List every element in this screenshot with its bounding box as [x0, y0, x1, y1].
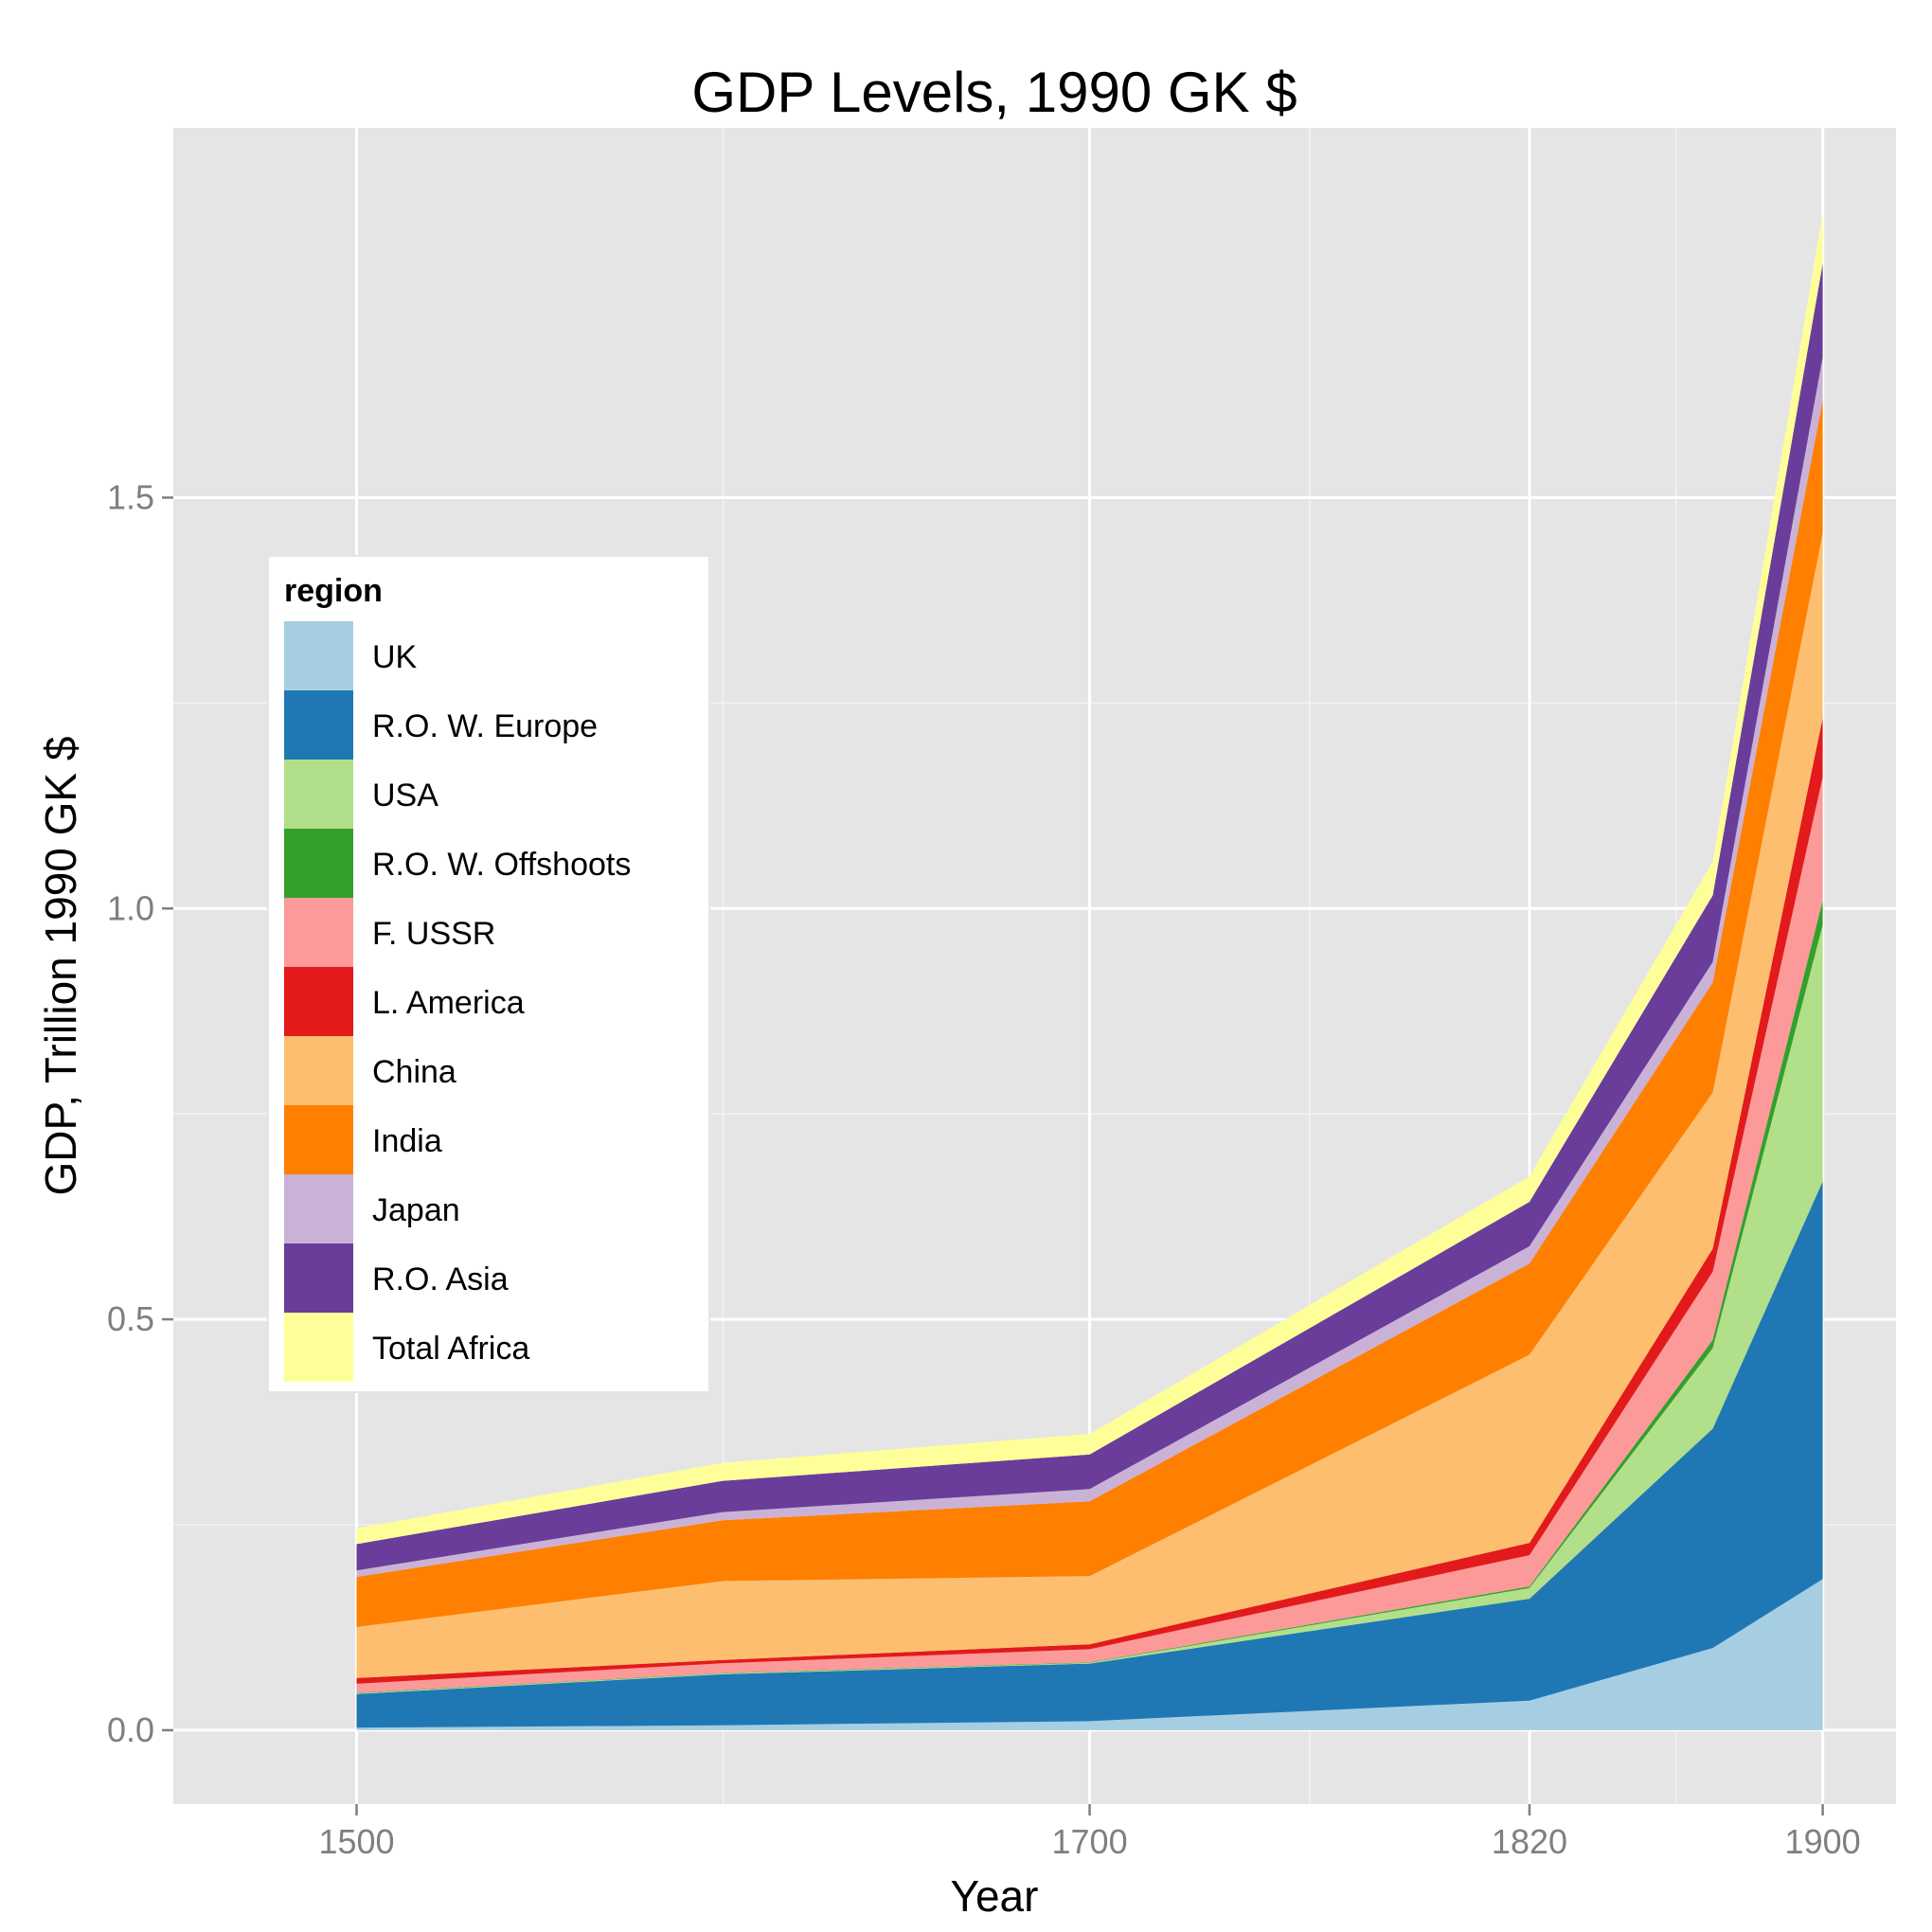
legend-title: region [284, 573, 383, 609]
legend-label: F. USSR [372, 916, 495, 952]
x-tick-label: 1900 [1785, 1822, 1861, 1861]
y-tick-label: 0.0 [107, 1710, 154, 1749]
legend-label: India [372, 1123, 442, 1159]
legend-key [284, 621, 353, 690]
legend-label: UK [372, 639, 418, 675]
legend-label: L. America [372, 985, 525, 1021]
legend-label: R.O. W. Europe [372, 708, 598, 744]
legend-key [284, 898, 353, 967]
legend: region UK R.O. W. Europe USA R.O. W. Offsho… [267, 555, 710, 1393]
legend-key [284, 1313, 353, 1382]
legend-key [284, 1036, 353, 1105]
legend-key [284, 967, 353, 1036]
legend-key [284, 829, 353, 898]
y-axis-title: GDP, Trillion 1990 GK $ [36, 737, 85, 1196]
y-tick-label: 1.5 [107, 477, 154, 516]
area-india [356, 400, 1823, 1628]
legend-key [284, 1174, 353, 1243]
legend-label: China [372, 1054, 456, 1090]
legend-label: R.O. Asia [372, 1261, 509, 1297]
legend-key [284, 760, 353, 829]
legend-label: R.O. W. Offshoots [372, 847, 631, 883]
area-uk [356, 1579, 1823, 1730]
legend-key [284, 1243, 353, 1313]
y-tick-label: 1.0 [107, 888, 154, 927]
legend-label: Total Africa [372, 1331, 529, 1367]
y-tick-label: 0.5 [107, 1299, 154, 1338]
area-layers [356, 213, 1823, 1730]
chart-title: GDP Levels, 1990 GK $ [691, 61, 1297, 124]
x-axis: 1500 1700 1820 1900 [318, 1804, 1861, 1861]
x-tick-label: 1820 [1492, 1822, 1567, 1861]
legend-items: UK R.O. W. Europe USA R.O. W. Offshoots F. U… [284, 621, 631, 1382]
legend-label: Japan [372, 1192, 460, 1228]
legend-key [284, 1105, 353, 1174]
legend-label: USA [372, 778, 438, 814]
area-china [356, 532, 1823, 1678]
x-axis-title: Year [951, 1871, 1039, 1921]
x-tick-label: 1700 [1052, 1822, 1128, 1861]
x-tick-label: 1500 [318, 1822, 394, 1861]
y-axis: 0.0 0.5 1.0 1.5 [107, 477, 173, 1749]
legend-key [284, 690, 353, 760]
